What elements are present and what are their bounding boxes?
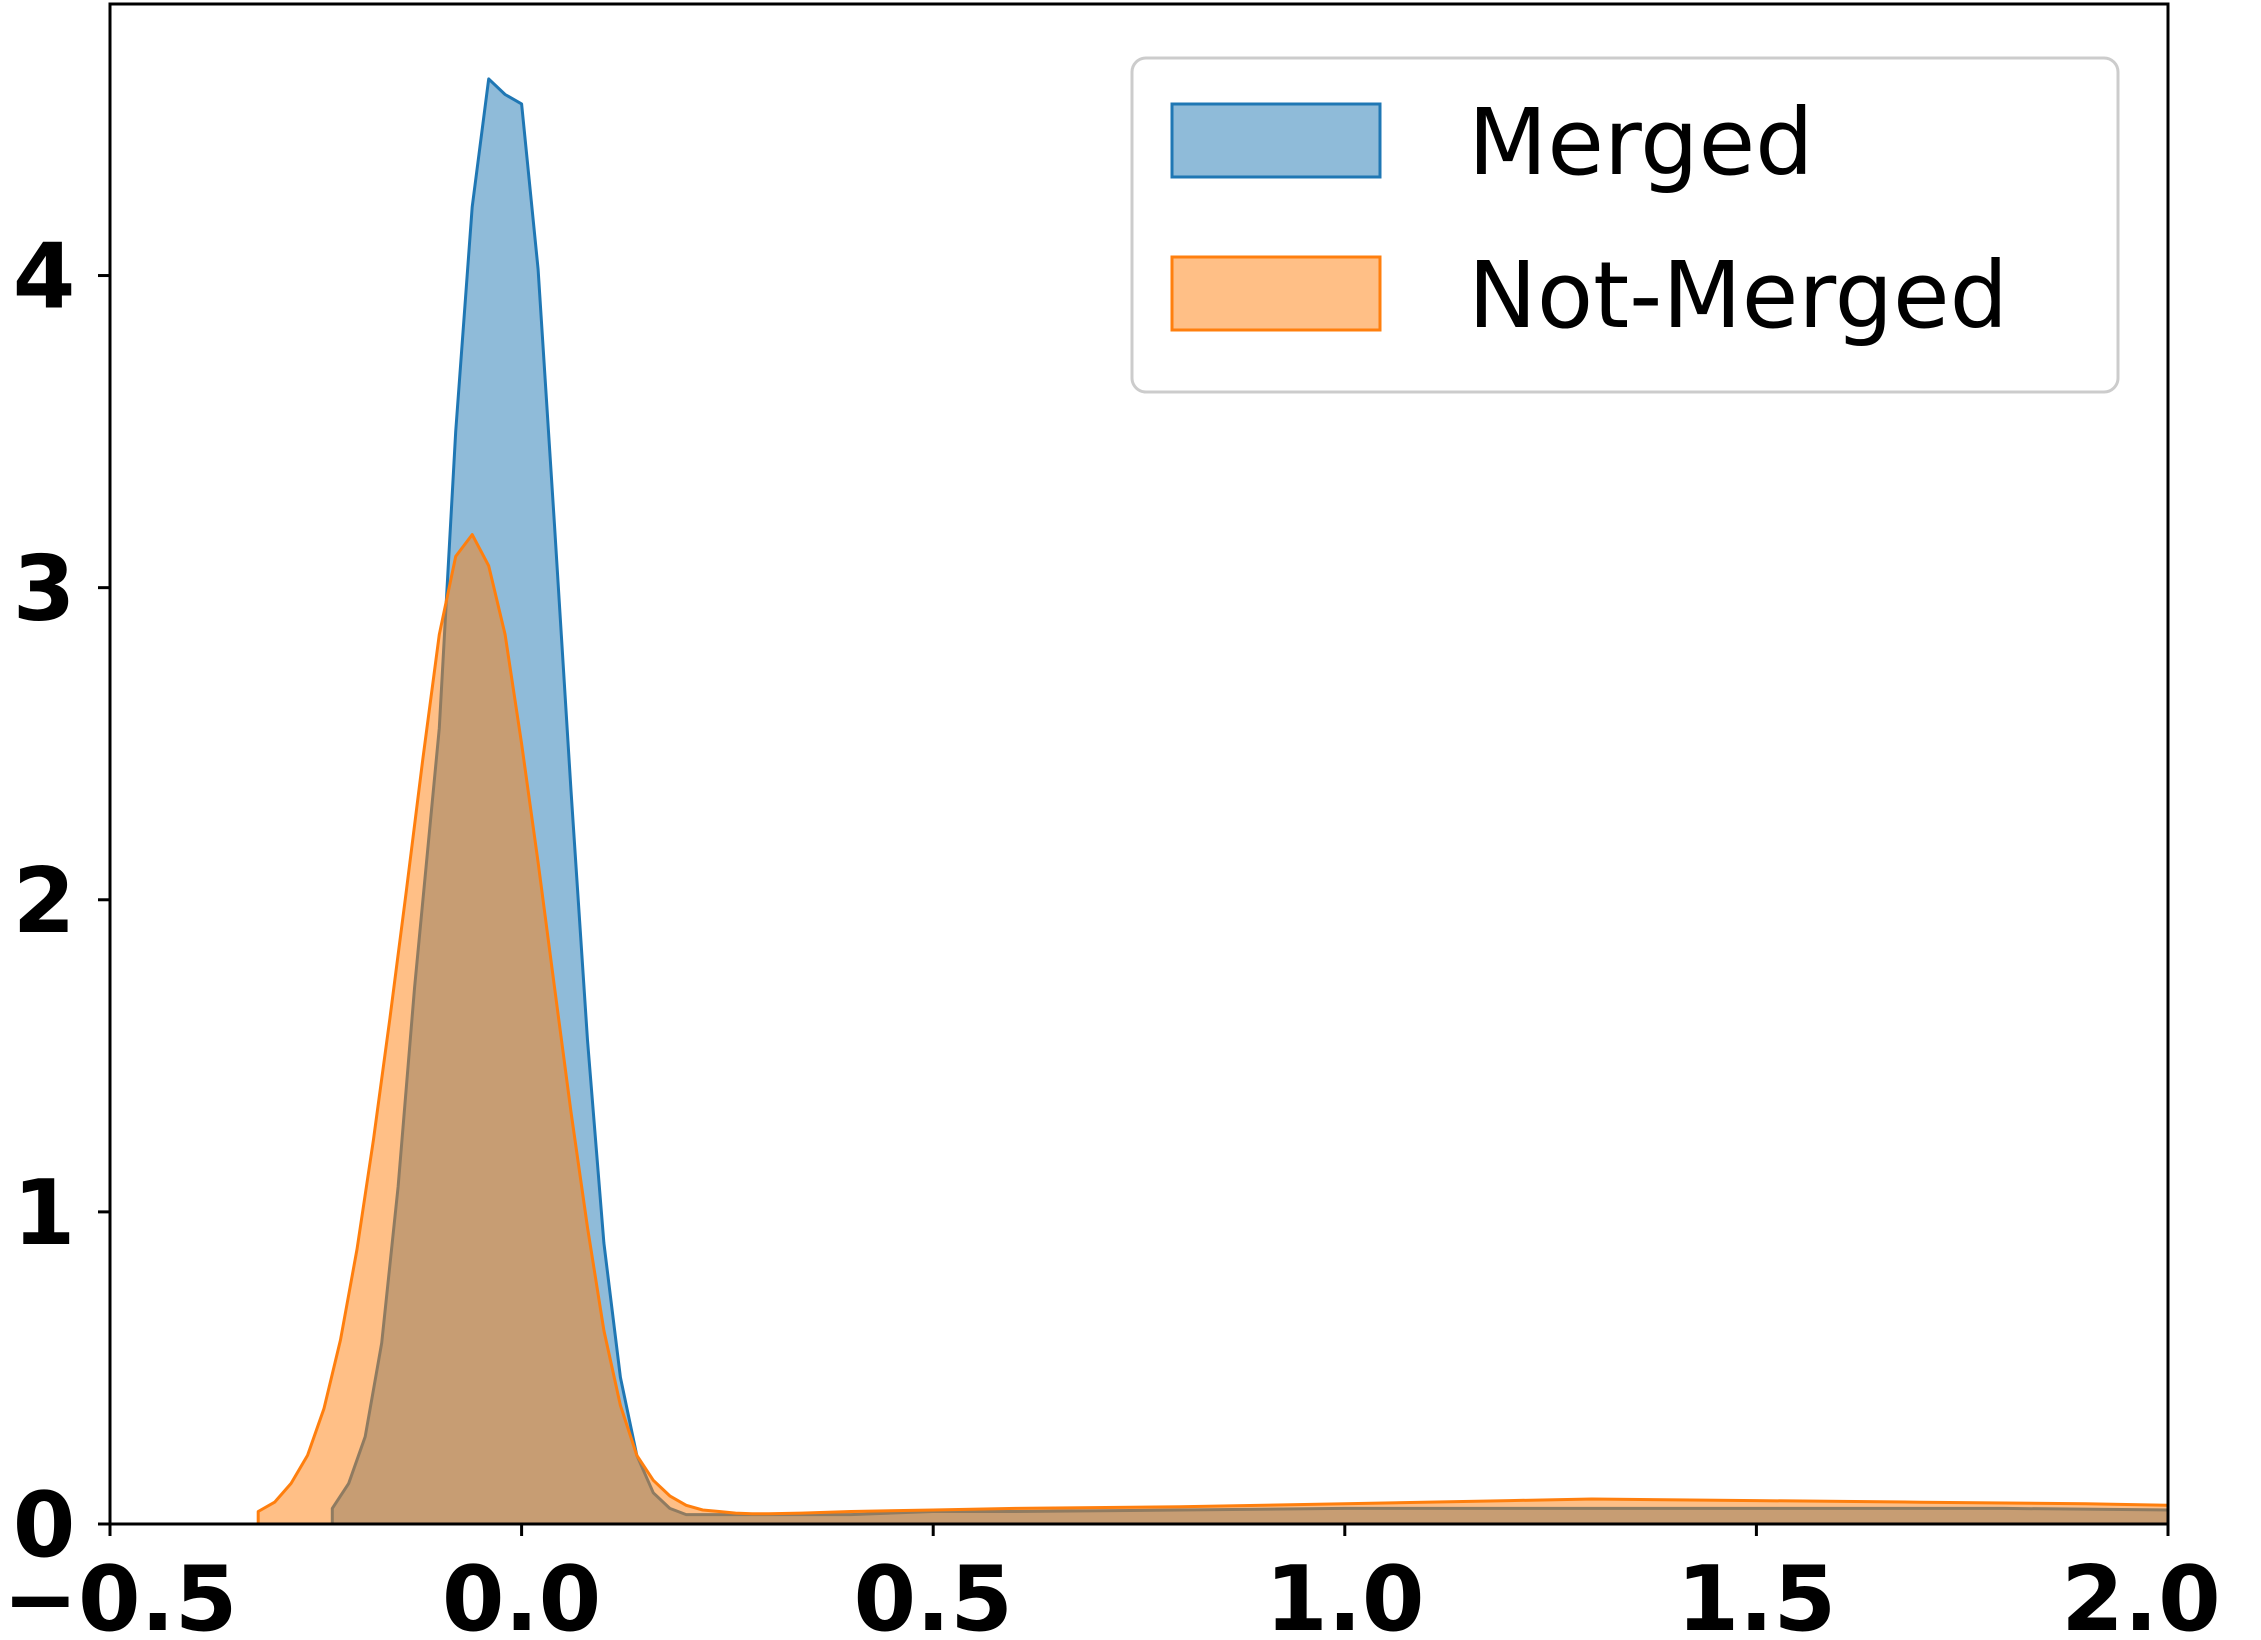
legend: Merged Not-Merged	[1130, 56, 2120, 394]
x-axis: −0.5 0.0 0.5 1.0 1.5 2.0	[3, 1524, 2221, 1640]
y-tick-label: 3	[13, 537, 76, 642]
legend-swatch-merged	[1170, 102, 1382, 179]
not-merged-area	[258, 534, 2169, 1524]
legend-label-not-merged: Not-Merged	[1468, 242, 2008, 349]
x-tick-label: 1.0	[1265, 1547, 1424, 1640]
legend-label-merged: Merged	[1468, 89, 1814, 196]
not-merged-line	[256, 533, 2169, 1524]
x-tick-label: 0.0	[442, 1547, 601, 1640]
y-tick-label: 2	[13, 849, 76, 954]
plot-areas	[256, 77, 2169, 1524]
legend-swatch-not-merged	[1170, 255, 1382, 332]
y-tick-label: 4	[13, 225, 76, 330]
x-tick-label: 0.5	[853, 1547, 1012, 1640]
x-tick-label: 2.0	[2061, 1547, 2220, 1640]
x-tick-label: −0.5	[3, 1547, 238, 1640]
x-tick-label: 1.5	[1677, 1547, 1836, 1640]
y-tick-label: 1	[13, 1161, 76, 1266]
plot-frame	[108, 2, 2170, 1526]
y-tick-label: 0	[13, 1473, 76, 1578]
y-axis: 0 1 2 3 4	[13, 225, 110, 1578]
